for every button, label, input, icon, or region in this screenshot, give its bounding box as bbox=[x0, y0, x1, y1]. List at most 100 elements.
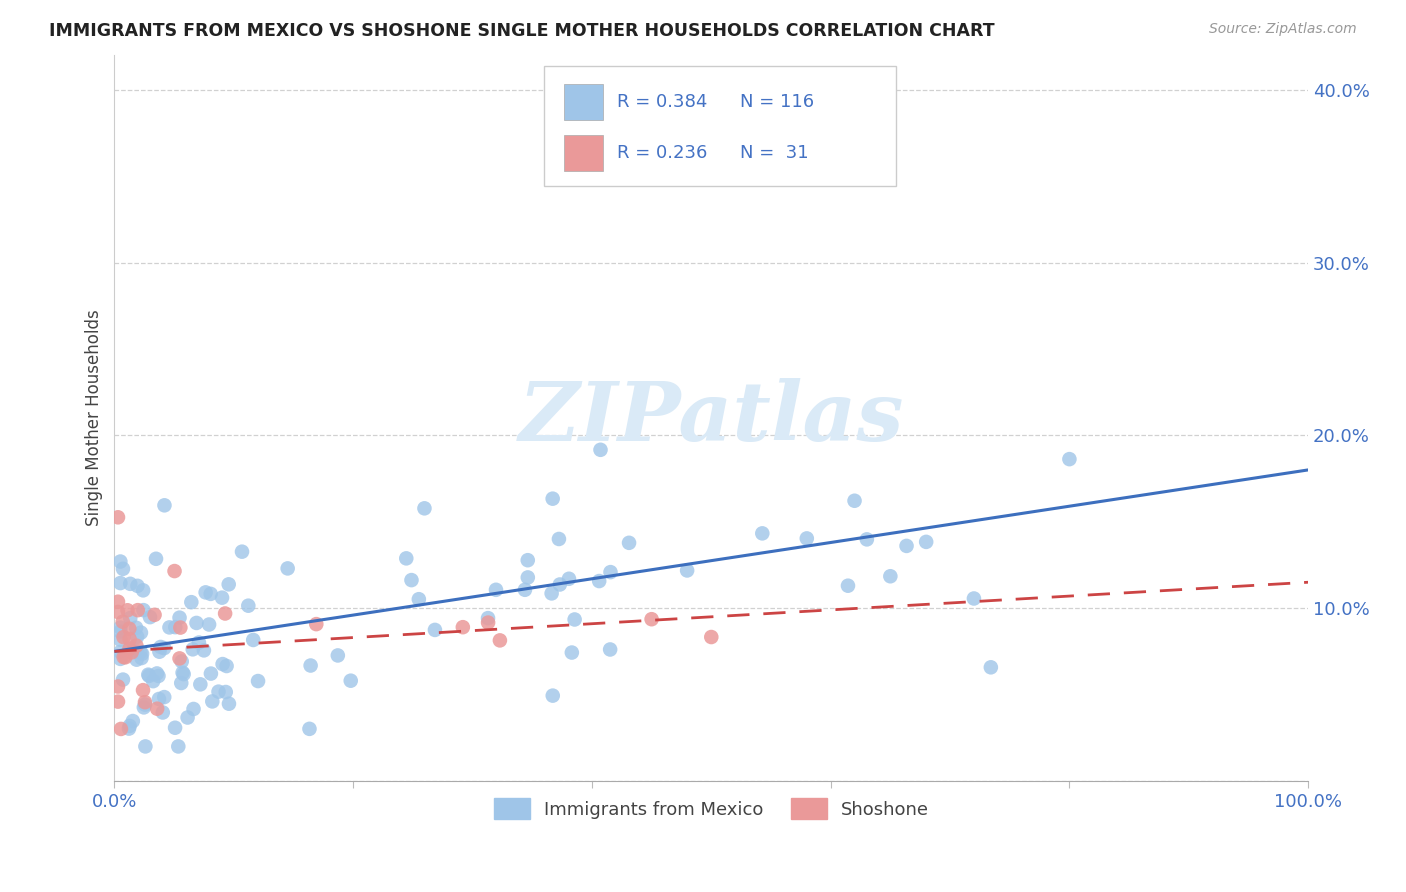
Point bbox=[148, 645, 170, 659]
Point bbox=[121, 645, 143, 659]
Point bbox=[326, 648, 349, 663]
Point bbox=[112, 650, 135, 665]
Point bbox=[194, 585, 217, 599]
Point bbox=[117, 603, 139, 617]
Point bbox=[110, 645, 132, 659]
Point bbox=[114, 650, 136, 665]
Point bbox=[110, 621, 132, 635]
Point bbox=[118, 642, 141, 657]
Point bbox=[153, 690, 176, 705]
Point bbox=[489, 633, 512, 648]
Point bbox=[181, 642, 204, 657]
Point bbox=[127, 630, 149, 644]
Point bbox=[127, 579, 149, 593]
Point bbox=[401, 573, 423, 587]
Point bbox=[599, 565, 621, 579]
Point bbox=[152, 706, 174, 720]
Point bbox=[879, 569, 901, 583]
Point bbox=[215, 659, 238, 673]
Point bbox=[169, 621, 191, 635]
Point bbox=[477, 611, 499, 625]
Point bbox=[159, 620, 181, 634]
Point bbox=[110, 632, 132, 647]
Point bbox=[165, 620, 187, 634]
Point bbox=[139, 610, 162, 624]
Point bbox=[915, 534, 938, 549]
Point bbox=[172, 665, 194, 680]
Point bbox=[163, 564, 186, 578]
Point bbox=[218, 577, 240, 591]
Y-axis label: Single Mother Households: Single Mother Households bbox=[86, 310, 103, 526]
Point bbox=[193, 643, 215, 657]
Point bbox=[125, 653, 148, 667]
Point bbox=[589, 442, 612, 457]
Point bbox=[187, 635, 209, 649]
Point bbox=[111, 615, 134, 629]
Point bbox=[138, 669, 160, 683]
Point bbox=[111, 673, 134, 687]
Point bbox=[180, 595, 202, 609]
Point bbox=[120, 611, 142, 625]
Point bbox=[129, 625, 152, 640]
Point bbox=[247, 674, 270, 689]
Point bbox=[183, 702, 205, 716]
Point bbox=[107, 605, 129, 619]
Point bbox=[132, 603, 155, 617]
Point bbox=[111, 562, 134, 576]
FancyBboxPatch shape bbox=[544, 66, 897, 186]
Point bbox=[541, 491, 564, 506]
Point bbox=[153, 499, 176, 513]
Point bbox=[298, 722, 321, 736]
Point bbox=[149, 640, 172, 654]
Point bbox=[134, 698, 156, 712]
Point bbox=[107, 595, 129, 609]
Point bbox=[153, 641, 176, 656]
Point bbox=[540, 586, 562, 600]
Point bbox=[170, 655, 193, 669]
Point bbox=[277, 561, 299, 575]
Point bbox=[211, 657, 233, 671]
Point bbox=[169, 651, 191, 665]
Point bbox=[423, 623, 446, 637]
Point bbox=[110, 624, 132, 639]
Point bbox=[131, 651, 153, 665]
Point bbox=[118, 722, 141, 736]
Point bbox=[676, 564, 699, 578]
Point bbox=[176, 710, 198, 724]
Point bbox=[110, 576, 132, 591]
Text: Source: ZipAtlas.com: Source: ZipAtlas.com bbox=[1209, 22, 1357, 37]
Point bbox=[451, 620, 474, 634]
Point bbox=[121, 714, 143, 728]
Text: N =  31: N = 31 bbox=[740, 144, 808, 161]
Point bbox=[129, 645, 152, 659]
Point bbox=[110, 555, 132, 569]
Point bbox=[170, 676, 193, 690]
Bar bbox=[564, 84, 603, 120]
Point bbox=[207, 684, 229, 698]
Point bbox=[558, 572, 581, 586]
Point bbox=[395, 551, 418, 566]
Point bbox=[856, 533, 879, 547]
Point bbox=[132, 683, 155, 698]
Point bbox=[146, 666, 169, 681]
Text: N = 116: N = 116 bbox=[740, 93, 814, 112]
Point bbox=[896, 539, 918, 553]
Point bbox=[143, 607, 166, 622]
Point bbox=[413, 501, 436, 516]
Point bbox=[188, 677, 211, 691]
Point bbox=[148, 692, 170, 706]
Point bbox=[118, 622, 141, 636]
Point bbox=[231, 544, 253, 558]
Point bbox=[844, 493, 866, 508]
Point bbox=[132, 583, 155, 598]
Text: IMMIGRANTS FROM MEXICO VS SHOSHONE SINGLE MOTHER HOUSEHOLDS CORRELATION CHART: IMMIGRANTS FROM MEXICO VS SHOSHONE SINGL… bbox=[49, 22, 995, 40]
Point bbox=[107, 510, 129, 524]
Point bbox=[125, 644, 148, 658]
Bar bbox=[564, 135, 603, 171]
Text: ZIPatlas: ZIPatlas bbox=[519, 378, 904, 458]
Point bbox=[561, 646, 583, 660]
Point bbox=[198, 617, 221, 632]
Point bbox=[118, 632, 141, 646]
Point bbox=[796, 532, 818, 546]
Point bbox=[125, 639, 148, 653]
